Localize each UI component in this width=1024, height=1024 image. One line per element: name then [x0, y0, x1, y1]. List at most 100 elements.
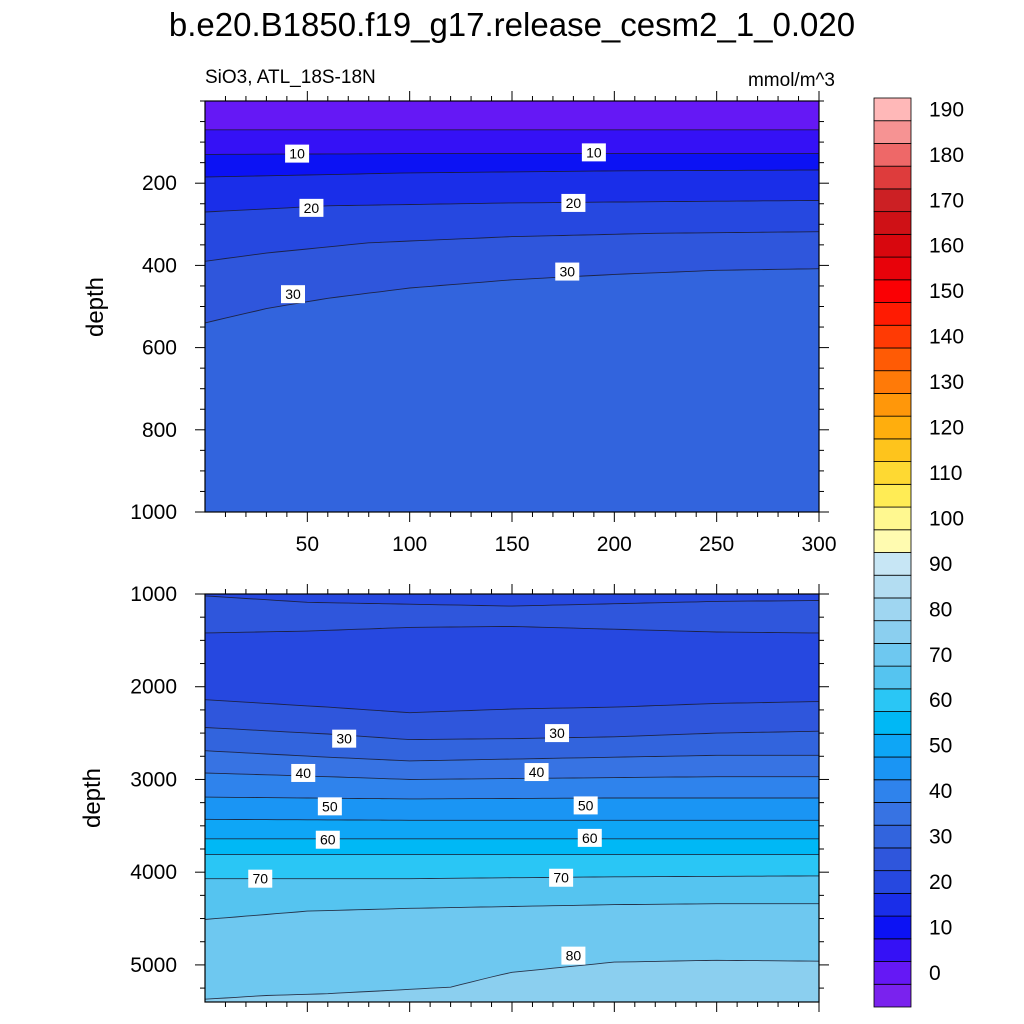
contour-line-75-12 — [205, 959, 819, 1000]
colorbar-swatch — [873, 711, 912, 735]
contour-label: 50 — [573, 796, 598, 815]
contour-label-text: 30 — [336, 731, 352, 747]
colorbar-swatch — [873, 779, 912, 803]
contour-label: 70 — [549, 868, 574, 887]
contour-line-30-5 — [205, 268, 819, 324]
colorbar-swatch — [873, 506, 912, 531]
colorbar-swatch — [873, 688, 912, 712]
contour-line-35-4 — [205, 750, 819, 762]
colorbar-swatch — [873, 370, 912, 394]
colorbar-swatch — [873, 643, 912, 667]
contour-label-bg — [573, 796, 598, 815]
y-tick-label: 1000 — [130, 583, 177, 606]
contour-label-text: 30 — [559, 264, 575, 280]
colorbar-swatch — [873, 165, 912, 190]
contour-label: 40 — [524, 763, 549, 782]
colorbar-label: 130 — [929, 371, 964, 394]
contour-line-25-4 — [205, 231, 819, 262]
contour-label: 60 — [315, 830, 340, 849]
colorbar-swatch — [873, 847, 912, 872]
colorbar-swatch — [873, 324, 912, 349]
colorbar-swatch — [873, 302, 912, 326]
contour-label: 20 — [561, 193, 586, 212]
colorbar-swatch — [873, 892, 912, 917]
units-label: mmol/m^3 — [748, 70, 835, 91]
contour-label: 60 — [577, 828, 602, 847]
contour-line-20-1 — [205, 626, 819, 634]
colorbar-label: 140 — [929, 326, 964, 349]
colorbar-swatch — [873, 97, 912, 122]
colorbar-swatch — [873, 143, 912, 167]
colorbar-swatch — [873, 438, 912, 463]
contour-label-text: 70 — [553, 870, 569, 886]
colorbar-swatch — [873, 915, 912, 940]
contour-label-bg — [315, 830, 340, 849]
y-tick-label: 5000 — [130, 954, 177, 977]
x-tick-label: 150 — [494, 533, 529, 556]
contour-line-25-2 — [205, 699, 819, 714]
contour-label-bg — [549, 868, 574, 887]
band-75-12 — [205, 960, 819, 1002]
colorbar-swatch — [873, 393, 912, 417]
y-tick-label: 200 — [142, 172, 177, 195]
x-tick-label: 100 — [392, 533, 427, 556]
contour-line-65-10 — [205, 875, 819, 880]
colorbar-swatch — [873, 756, 912, 781]
contour-label: 30 — [545, 724, 570, 743]
contour-line-15-2 — [205, 169, 819, 178]
contour-label: 70 — [248, 869, 273, 888]
colorbar-swatch — [873, 461, 912, 485]
contour-label-bg — [281, 285, 306, 304]
colorbar-swatch — [873, 574, 912, 599]
colorbar-swatch — [873, 120, 912, 144]
colorbar-swatch — [873, 279, 912, 303]
contour-label-text: 40 — [295, 765, 311, 781]
colorbar-label: 0 — [929, 962, 941, 985]
colorbar-label: 90 — [929, 553, 952, 576]
colorbar-label: 30 — [929, 826, 952, 849]
colorbar-swatch — [873, 961, 912, 985]
contour-label: 20 — [299, 198, 324, 217]
colorbar-swatch — [873, 983, 912, 1008]
contour-line-45-6 — [205, 796, 819, 800]
contour-label-bg — [577, 828, 602, 847]
colorbar-label: 160 — [929, 235, 964, 258]
colorbar-swatch — [873, 483, 912, 508]
chart-title: b.e20.B1850.f19_g17.release_cesm2_1_0.02… — [169, 6, 855, 43]
contour-label-text: 30 — [549, 725, 565, 741]
x-tick-label: 300 — [801, 533, 836, 556]
colorbar-label: 100 — [929, 507, 964, 530]
y-tick-label: 2000 — [130, 676, 177, 699]
colorbar-label: 110 — [929, 462, 962, 485]
contour-label-text: 60 — [582, 830, 598, 846]
upper-panel: 50 100 150 200 250 300 200 400 600 800 1000 10 10 20 2… — [130, 91, 837, 556]
contour-fills — [205, 594, 819, 1002]
contour-label-text: 20 — [304, 200, 320, 216]
y-tick-label: 1000 — [130, 501, 177, 524]
colorbar-label: 180 — [929, 144, 964, 167]
x-tick-label: 50 — [296, 533, 319, 556]
y-tick-label: 800 — [142, 419, 177, 442]
contour-label-bg — [545, 724, 570, 743]
contour-label-bg — [285, 144, 310, 163]
left-subtitle: SiO3, ATL_18S-18N — [205, 67, 376, 88]
contour-label-text: 50 — [322, 798, 338, 814]
y-tick-label: 600 — [142, 337, 177, 360]
contour-label: 80 — [561, 946, 586, 965]
colorbar-label: 80 — [929, 598, 952, 621]
contour-line-50-7 — [205, 818, 819, 821]
contour-label: 50 — [317, 797, 342, 816]
lower-y-axis-label: depth — [79, 768, 106, 828]
colorbar-swatch — [873, 802, 912, 826]
contour-label-text: 50 — [578, 797, 594, 813]
contour-line-70-11 — [205, 903, 819, 920]
colorbar-swatch — [873, 529, 912, 553]
band-30-5 — [205, 268, 819, 512]
contour-label-bg — [248, 869, 273, 888]
lower-panel: 1000 2000 3000 4000 5000 30 30 40 40 50 50 60 60 70 70… — [130, 583, 829, 1012]
contour-label-text: 70 — [252, 871, 268, 887]
contour-label-bg — [581, 143, 606, 162]
contour-label: 30 — [332, 729, 357, 748]
contour-label-text: 80 — [566, 948, 582, 964]
